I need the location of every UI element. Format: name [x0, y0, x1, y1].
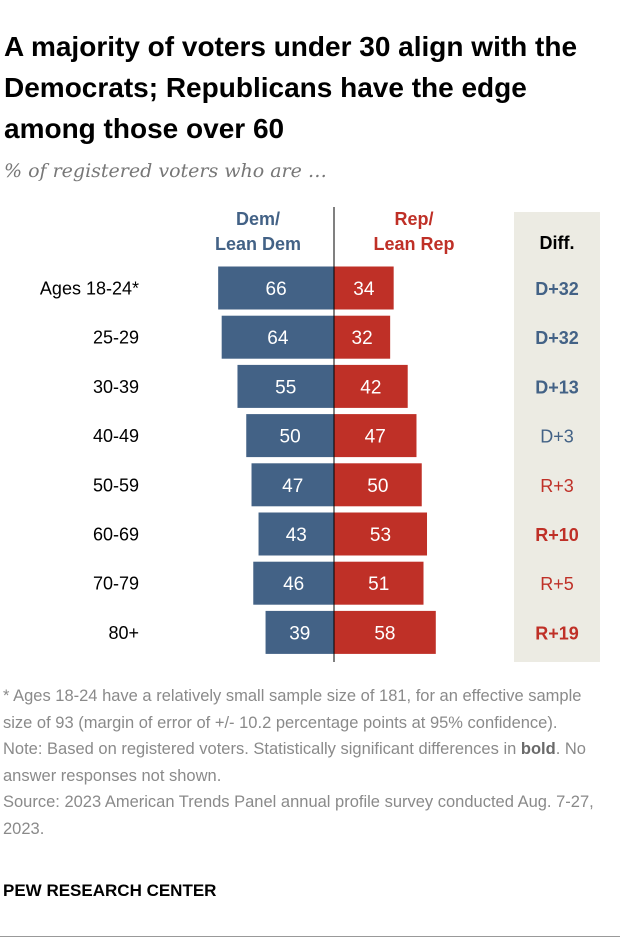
- legend-rep-label: Rep/: [394, 209, 433, 229]
- category-label: 80+: [108, 623, 139, 643]
- bar-dem: [246, 414, 334, 458]
- data-label-dem: 50: [280, 427, 301, 448]
- data-label-rep: 34: [353, 279, 375, 300]
- bar-rep: [334, 512, 428, 556]
- legend-dem-label: Lean Dem: [215, 234, 301, 254]
- data-label-rep: 32: [352, 328, 373, 349]
- diff-header: Diff.: [540, 233, 575, 253]
- data-label-dem: 66: [266, 279, 287, 300]
- category-label: 30-39: [93, 377, 139, 397]
- data-label-rep: 53: [370, 525, 391, 546]
- data-label-rep: 58: [374, 623, 395, 644]
- diff-value: D+32: [535, 279, 579, 299]
- data-label-dem: 55: [275, 377, 296, 398]
- chart-notes: * Ages 18-24 have a relatively small sam…: [3, 683, 615, 842]
- data-label-dem: 39: [289, 623, 310, 644]
- diff-value: R+19: [535, 623, 579, 643]
- legend-rep-label: Lean Rep: [373, 234, 454, 254]
- category-label: Ages 18-24*: [40, 279, 139, 299]
- data-label-rep: 51: [368, 574, 389, 595]
- data-label-rep: 47: [365, 427, 386, 448]
- diff-value: R+3: [540, 476, 574, 496]
- bar-rep: [334, 266, 394, 310]
- category-label: 70-79: [93, 574, 139, 594]
- bottom-divider: [0, 936, 620, 937]
- bar-dem: [258, 512, 334, 556]
- note: Note: Based on registered voters. Statis…: [3, 736, 615, 789]
- bar-rep: [334, 315, 391, 359]
- bar-rep: [334, 463, 422, 507]
- note-bold: bold: [520, 740, 556, 758]
- note-text-end: . No answer responses not shown.: [3, 740, 586, 785]
- data-label-dem: 43: [286, 525, 307, 546]
- data-label-dem: 47: [282, 476, 303, 497]
- diff-value: D+3: [540, 427, 574, 447]
- bar-dem: [221, 315, 334, 359]
- diff-value: D+13: [535, 377, 579, 397]
- diff-value: D+32: [535, 328, 579, 348]
- bar-rep: [334, 364, 408, 408]
- bar-dem: [237, 364, 334, 408]
- diverging-bar-chart: Diff. Dem/Lean Dem Rep/Lean Rep Ages 18-24*…: [40, 207, 600, 662]
- note-text: Note: Based on registered voters. Statis…: [3, 740, 521, 758]
- source: Source: 2023 American Trends Panel annua…: [3, 793, 594, 838]
- diff-value: R+10: [535, 525, 579, 545]
- data-label-rep: 50: [367, 476, 388, 497]
- chart-subtitle: % of registered voters who are …: [4, 160, 327, 182]
- data-label-dem: 46: [283, 574, 304, 595]
- data-label-dem: 64: [267, 328, 289, 349]
- bar-dem: [251, 463, 334, 507]
- bar-rep: [334, 561, 424, 605]
- category-label: 25-29: [93, 328, 139, 348]
- bar-rep: [334, 610, 436, 654]
- category-label: 40-49: [93, 426, 139, 446]
- category-label: 60-69: [93, 525, 139, 545]
- diff-value: R+5: [540, 574, 574, 594]
- legend-dem-label: Dem/: [236, 209, 280, 229]
- bar-dem: [253, 561, 334, 605]
- category-label: 50-59: [93, 475, 139, 495]
- bar-dem: [218, 266, 334, 310]
- chart-title: A majority of voters under 30 align with…: [4, 31, 578, 144]
- footnote: * Ages 18-24 have a relatively small sam…: [3, 687, 582, 732]
- bar-dem: [265, 610, 334, 654]
- diff-column-background: [514, 212, 600, 662]
- bar-rep: [334, 414, 417, 458]
- data-label-rep: 42: [360, 377, 381, 398]
- brand-logo-text: PEW RESEARCH CENTER: [3, 881, 217, 900]
